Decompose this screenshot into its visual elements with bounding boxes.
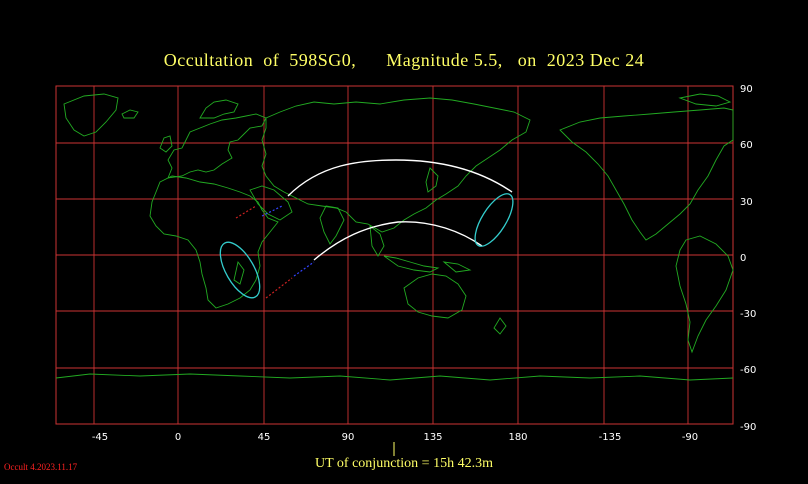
coast-arctic-islands bbox=[678, 93, 732, 107]
lat-tick: -60 bbox=[740, 365, 756, 376]
lat-tick: 30 bbox=[740, 197, 753, 208]
lat-tick: 60 bbox=[740, 140, 753, 151]
path-northern-limit bbox=[287, 159, 513, 197]
dash-south-red bbox=[265, 277, 293, 299]
dash-north-red bbox=[235, 205, 257, 219]
coast-australia bbox=[403, 273, 467, 319]
lon-tick: 180 bbox=[508, 432, 527, 443]
lon-tick: 90 bbox=[342, 432, 355, 443]
coast-north-america bbox=[559, 107, 734, 241]
coastlines bbox=[55, 93, 734, 381]
version-label: Occult 4.2023.11.17 bbox=[4, 462, 78, 472]
limb-ellipses bbox=[219, 193, 514, 299]
lat-tick: 0 bbox=[740, 253, 746, 264]
coast-arabia bbox=[249, 185, 293, 221]
lat-tick: -90 bbox=[740, 422, 756, 433]
lon-tick: 135 bbox=[423, 432, 442, 443]
occultation-path bbox=[287, 159, 513, 261]
coast-south-america bbox=[675, 235, 734, 354]
dash-south-blue bbox=[293, 261, 315, 277]
lon-tick: -90 bbox=[682, 432, 698, 443]
western-limb-ellipse bbox=[219, 241, 261, 299]
eastern-limb-ellipse bbox=[474, 193, 514, 247]
lon-tick: 0 bbox=[175, 432, 181, 443]
map-grid bbox=[56, 86, 733, 424]
coast-britain bbox=[159, 135, 173, 153]
twilight-extensions bbox=[235, 205, 315, 299]
coast-se-asia bbox=[369, 224, 385, 257]
coast-newzealand bbox=[493, 317, 507, 335]
lat-tick: 90 bbox=[740, 84, 753, 95]
coast-iceland bbox=[121, 109, 139, 119]
coast-scandinavia bbox=[199, 99, 239, 119]
page-title: Occultation of 598SG0, Magnitude 5.5, on… bbox=[163, 50, 645, 70]
coast-newguinea bbox=[442, 261, 472, 273]
coast-indonesia bbox=[383, 255, 440, 273]
latitude-ticks: 90 60 30 0 -30 -60 -90 bbox=[740, 84, 756, 433]
coast-africa bbox=[149, 175, 279, 309]
longitude-ticks: -45 0 45 90 135 180 -135 -90 bbox=[92, 432, 698, 443]
coast-greenland bbox=[63, 93, 119, 137]
coast-japan bbox=[425, 167, 439, 193]
lon-tick: -135 bbox=[599, 432, 622, 443]
coast-antarctica bbox=[55, 373, 734, 381]
conjunction-time-label: UT of conjunction = 15h 42.3m bbox=[315, 456, 493, 471]
path-southern-limit bbox=[313, 221, 483, 261]
coast-asia bbox=[261, 97, 531, 233]
lon-tick: -45 bbox=[92, 432, 108, 443]
coast-madagascar bbox=[233, 260, 245, 285]
coast-india bbox=[319, 205, 345, 245]
lon-tick: 45 bbox=[258, 432, 271, 443]
coast-europe bbox=[167, 113, 267, 179]
lat-tick: -30 bbox=[740, 309, 756, 320]
